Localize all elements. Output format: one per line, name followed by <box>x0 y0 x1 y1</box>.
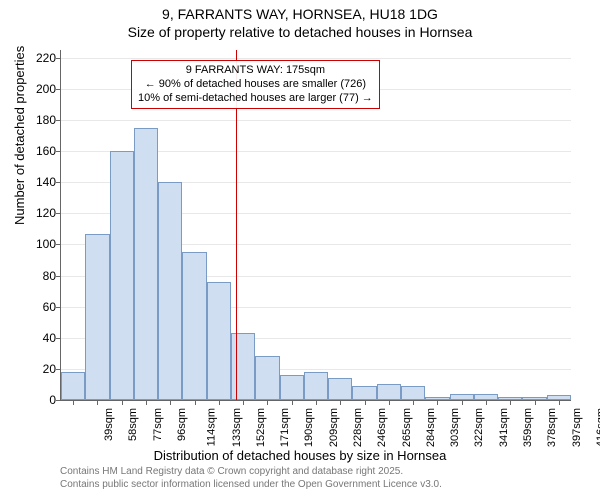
histogram-bar <box>328 378 352 400</box>
xtick-label: 228sqm <box>352 408 364 447</box>
xtick-mark <box>195 400 196 405</box>
histogram-bar <box>134 128 158 400</box>
histogram-bar <box>61 372 85 400</box>
xtick-mark <box>292 400 293 405</box>
histogram-bar <box>158 182 182 400</box>
xtick-label: 322sqm <box>474 408 486 447</box>
xtick-mark <box>437 400 438 405</box>
xtick-mark <box>243 400 244 405</box>
xtick-mark <box>219 400 220 405</box>
ytick-label: 60 <box>43 300 56 314</box>
histogram-bar <box>231 333 255 400</box>
ytick-mark <box>56 89 61 90</box>
xtick-mark <box>365 400 366 405</box>
xtick-label: 96sqm <box>176 408 188 441</box>
xtick-mark <box>462 400 463 405</box>
histogram-bar <box>377 384 401 400</box>
ytick-mark <box>56 120 61 121</box>
xtick-label: 209sqm <box>328 408 340 447</box>
xtick-label: 265sqm <box>401 408 413 447</box>
annotation-box: 9 FARRANTS WAY: 175sqm← 90% of detached … <box>131 60 380 109</box>
annotation-line3: 10% of semi-detached houses are larger (… <box>138 92 373 106</box>
ytick-label: 40 <box>43 331 56 345</box>
xtick-mark <box>97 400 98 405</box>
gridline <box>61 58 571 59</box>
xtick-label: 303sqm <box>449 408 461 447</box>
x-axis-label: Distribution of detached houses by size … <box>0 448 600 463</box>
ytick-label: 80 <box>43 269 56 283</box>
xtick-label: 378sqm <box>546 408 558 447</box>
histogram-bar <box>352 386 376 400</box>
xtick-label: 77sqm <box>152 408 164 441</box>
xtick-label: 114sqm <box>206 408 218 446</box>
ytick-mark <box>56 244 61 245</box>
ytick-label: 140 <box>36 175 56 189</box>
ytick-mark <box>56 213 61 214</box>
xtick-mark <box>170 400 171 405</box>
footer-line2: Contains public sector information licen… <box>60 479 442 492</box>
ytick-label: 220 <box>36 51 56 65</box>
xtick-mark <box>146 400 147 405</box>
footer-line1: Contains HM Land Registry data © Crown c… <box>60 466 442 479</box>
ytick-label: 0 <box>49 393 56 407</box>
annotation-line1: 9 FARRANTS WAY: 175sqm <box>138 64 373 78</box>
xtick-label: 39sqm <box>103 408 115 441</box>
ytick-mark <box>56 369 61 370</box>
xtick-label: 359sqm <box>522 408 534 447</box>
annotation-line2: ← 90% of detached houses are smaller (72… <box>138 78 373 92</box>
histogram-bar <box>85 234 109 400</box>
xtick-mark <box>535 400 536 405</box>
ytick-mark <box>56 182 61 183</box>
ytick-label: 160 <box>36 144 56 158</box>
ytick-label: 120 <box>36 206 56 220</box>
ytick-label: 20 <box>43 362 56 376</box>
xtick-mark <box>559 400 560 405</box>
xtick-label: 246sqm <box>376 408 388 447</box>
histogram-bar <box>207 282 231 400</box>
ytick-mark <box>56 276 61 277</box>
xtick-mark <box>267 400 268 405</box>
ytick-label: 200 <box>36 82 56 96</box>
histogram-bar <box>110 151 134 400</box>
xtick-mark <box>389 400 390 405</box>
histogram-bar <box>401 386 425 400</box>
footer: Contains HM Land Registry data © Crown c… <box>60 466 442 491</box>
histogram-bar <box>304 372 328 400</box>
chart-area: 02040608010012014016018020022039sqm58sqm… <box>60 50 570 400</box>
xtick-mark <box>316 400 317 405</box>
xtick-label: 416sqm <box>595 408 600 447</box>
histogram-bar <box>255 356 279 400</box>
ytick-label: 180 <box>36 113 56 127</box>
gridline <box>61 120 571 121</box>
xtick-label: 284sqm <box>425 408 437 447</box>
histogram-bar <box>280 375 304 400</box>
xtick-label: 341sqm <box>498 408 510 447</box>
xtick-label: 397sqm <box>571 408 583 447</box>
histogram-bar <box>182 252 206 400</box>
xtick-label: 58sqm <box>127 408 139 441</box>
chart-container: 9, FARRANTS WAY, HORNSEA, HU18 1DG Size … <box>0 0 600 500</box>
xtick-mark <box>73 400 74 405</box>
xtick-mark <box>340 400 341 405</box>
xtick-mark <box>510 400 511 405</box>
xtick-label: 133sqm <box>231 408 243 447</box>
ytick-mark <box>56 151 61 152</box>
title-line2: Size of property relative to detached ho… <box>0 22 600 40</box>
xtick-label: 190sqm <box>304 408 316 447</box>
xtick-label: 171sqm <box>279 408 291 447</box>
title-line1: 9, FARRANTS WAY, HORNSEA, HU18 1DG <box>0 0 600 22</box>
ytick-mark <box>56 58 61 59</box>
xtick-label: 152sqm <box>255 408 267 447</box>
xtick-mark <box>413 400 414 405</box>
y-axis-label: Number of detached properties <box>12 46 27 225</box>
ytick-mark <box>56 400 61 401</box>
ytick-mark <box>56 307 61 308</box>
xtick-mark <box>486 400 487 405</box>
xtick-mark <box>122 400 123 405</box>
ytick-mark <box>56 338 61 339</box>
plot: 02040608010012014016018020022039sqm58sqm… <box>60 50 571 401</box>
ytick-label: 100 <box>36 237 56 251</box>
